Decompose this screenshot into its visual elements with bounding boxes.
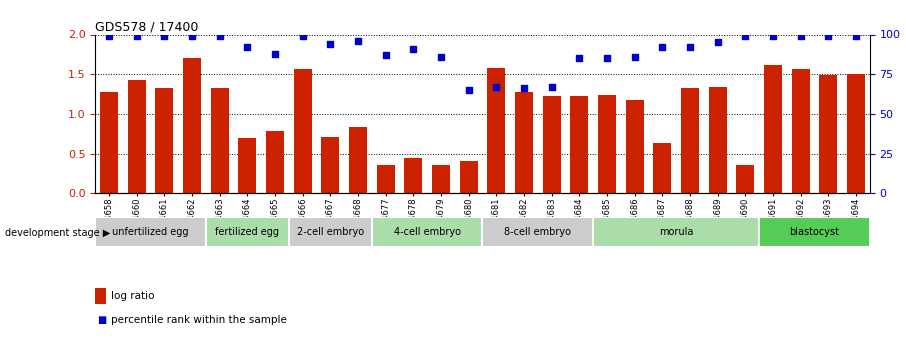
Bar: [737, 165, 755, 193]
Point: [821, 33, 835, 39]
Text: morula: morula: [659, 227, 693, 237]
Bar: [847, 74, 865, 193]
Bar: [206, 217, 289, 247]
Bar: [653, 143, 671, 193]
Text: unfertilized egg: unfertilized egg: [112, 227, 188, 237]
Bar: [266, 130, 284, 193]
Text: development stage ▶: development stage ▶: [5, 228, 110, 238]
Point: [323, 41, 338, 47]
Point: [627, 54, 641, 59]
Bar: [570, 96, 588, 193]
Point: [351, 38, 365, 43]
Bar: [100, 92, 118, 193]
Bar: [210, 88, 228, 193]
Bar: [819, 75, 837, 193]
Bar: [681, 88, 699, 193]
Bar: [593, 217, 759, 247]
Point: [406, 46, 420, 51]
Bar: [95, 217, 206, 247]
Point: [600, 56, 614, 61]
Text: log ratio: log ratio: [111, 291, 154, 301]
Point: [710, 40, 725, 45]
Point: [572, 56, 586, 61]
Text: 2-cell embryo: 2-cell embryo: [297, 227, 364, 237]
Point: [461, 87, 476, 93]
Point: [267, 51, 282, 56]
Bar: [183, 58, 201, 193]
Bar: [626, 100, 643, 193]
Bar: [289, 217, 371, 247]
Text: 4-cell embryo: 4-cell embryo: [393, 227, 460, 237]
Point: [766, 33, 780, 39]
Point: [212, 33, 226, 39]
Bar: [708, 87, 727, 193]
Point: [545, 84, 559, 90]
Bar: [432, 165, 450, 193]
Point: [489, 84, 504, 90]
Text: blastocyst: blastocyst: [789, 227, 840, 237]
Point: [157, 33, 171, 39]
Bar: [459, 161, 477, 193]
Point: [295, 33, 310, 39]
Bar: [543, 96, 561, 193]
Bar: [349, 127, 367, 193]
Text: percentile rank within the sample: percentile rank within the sample: [111, 315, 286, 325]
Point: [130, 33, 144, 39]
Bar: [487, 68, 506, 193]
Bar: [377, 165, 395, 193]
Point: [240, 45, 255, 50]
Text: ■: ■: [97, 315, 106, 325]
Point: [683, 45, 698, 50]
Bar: [792, 69, 810, 193]
Text: 8-cell embryo: 8-cell embryo: [505, 227, 572, 237]
Point: [185, 33, 199, 39]
Bar: [404, 158, 422, 193]
Bar: [294, 69, 312, 193]
Point: [516, 86, 531, 91]
Bar: [128, 80, 146, 193]
Point: [101, 33, 116, 39]
Bar: [515, 92, 533, 193]
Point: [379, 52, 393, 58]
Bar: [764, 65, 782, 193]
Bar: [322, 137, 339, 193]
Bar: [155, 88, 173, 193]
Bar: [238, 138, 256, 193]
Bar: [598, 95, 616, 193]
Point: [794, 33, 808, 39]
Point: [849, 33, 863, 39]
Bar: [759, 217, 870, 247]
Text: GDS578 / 17400: GDS578 / 17400: [95, 20, 198, 33]
Bar: [371, 217, 482, 247]
Text: fertilized egg: fertilized egg: [216, 227, 279, 237]
Point: [738, 33, 753, 39]
Point: [434, 54, 448, 59]
Point: [655, 45, 670, 50]
Bar: [482, 217, 593, 247]
